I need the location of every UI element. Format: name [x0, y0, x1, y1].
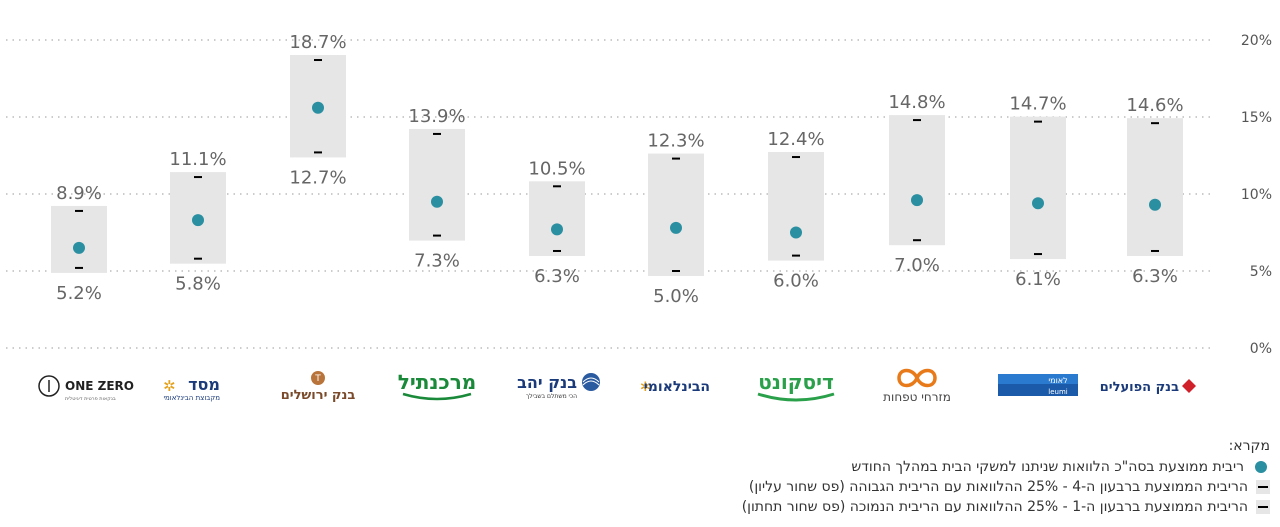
range-chart: 0% 5% 10% 15% 20% 8.9% 5.2% 11.1% 5.8% 18.7% 12.7…	[6, 32, 1272, 404]
average-dot	[790, 226, 802, 239]
mercantile-main: מרכנתיל	[398, 370, 477, 394]
y-tick-label: 5%	[1250, 264, 1272, 280]
average-dot	[670, 221, 682, 234]
high-value-label: 11.1%	[169, 149, 226, 170]
low-value-label: 6.3%	[1132, 266, 1178, 287]
legend-label-q4: הריבית הממוצעת ברבעון ה-4 - 25% ההלוואות…	[748, 479, 1248, 495]
svg-text:✲: ✲	[163, 377, 176, 395]
high-value-label: 13.9%	[408, 106, 465, 127]
leumi-main: לאומי	[1048, 376, 1067, 385]
low-value-label: 6.3%	[534, 266, 580, 287]
leumi-logo: לאומי leumi	[998, 374, 1078, 396]
average-dot	[431, 195, 443, 208]
yahav-main: בנק יהב	[517, 373, 577, 392]
legend: מקרא: ריבית ממוצעת בסה"כ הלוואות שניתנו …	[742, 438, 1270, 517]
low-value-label: 6.0%	[773, 271, 819, 292]
discount-main: דיסקונט	[758, 370, 833, 394]
range-band	[529, 181, 585, 256]
range-band	[1127, 118, 1183, 256]
high-value-label: 8.9%	[56, 183, 102, 204]
masad-main: מסד	[188, 375, 220, 394]
low-value-label: 7.3%	[414, 251, 460, 272]
bar-icon	[1256, 480, 1270, 494]
average-dot	[1149, 198, 1161, 211]
legend-label-average: ריבית ממוצעת בסה"כ הלוואות שניתנו למשקי …	[851, 459, 1244, 475]
high-value-label: 12.3%	[647, 131, 704, 152]
mercantile-logo: מרכנתיל	[398, 370, 477, 401]
y-tick-label: 10%	[1241, 187, 1272, 203]
high-value-label: 18.7%	[289, 32, 346, 53]
range-band	[51, 205, 107, 273]
range-band	[648, 153, 704, 276]
low-value-label: 12.7%	[289, 167, 346, 188]
average-dot	[73, 241, 85, 254]
bar-icon	[1256, 500, 1270, 514]
svg-text:✲: ✲	[640, 380, 651, 395]
jerusalem-logo: T בנק ירושלים	[281, 371, 356, 403]
masad-sub: מקבוצת הבינלאומי	[163, 394, 220, 402]
hapoalim-main: בנק הפועלים	[1100, 380, 1179, 395]
low-value-label: 5.0%	[653, 286, 699, 307]
average-dot	[551, 223, 563, 236]
onezero-main: ONE ZERO	[65, 379, 134, 393]
y-tick-label: 20%	[1241, 33, 1272, 49]
mizrahi-main: מזרחי טפחות	[883, 390, 951, 404]
onezero-sub: בנקאות פרטית דיגיטלית	[65, 396, 116, 402]
onezero-logo: ONE ZERO בנקאות פרטית דיגיטלית	[38, 375, 134, 402]
range-band	[409, 128, 465, 241]
yahav-sub: הכי משתלם בשבילך	[526, 393, 577, 400]
high-value-label: 14.8%	[888, 92, 945, 113]
high-value-label: 14.6%	[1126, 95, 1183, 116]
legend-title: מקרא:	[1228, 438, 1270, 454]
discount-logo: דיסקונט	[757, 370, 835, 402]
legend-item-q4: הריבית הממוצעת ברבעון ה-4 - 25% ההלוואות…	[742, 477, 1270, 497]
jerusalem-main: בנק ירושלים	[281, 388, 356, 403]
average-dot	[192, 214, 204, 227]
average-dot	[911, 194, 923, 207]
legend-item-q1: הריבית הממוצעת ברבעון ה-1 - 25% ההלוואות…	[742, 497, 1270, 517]
high-value-label: 12.4%	[767, 129, 824, 150]
leumi-sub: leumi	[1048, 388, 1068, 396]
svg-text:T: T	[314, 374, 321, 384]
high-value-label: 14.7%	[1009, 94, 1066, 115]
range-band	[1010, 116, 1066, 260]
hapoalim-logo: בנק הפועלים	[1100, 379, 1196, 395]
legend-label-q1: הריבית הממוצעת ברבעון ה-1 - 25% ההלוואות…	[741, 499, 1248, 515]
dot-icon	[1252, 458, 1270, 476]
legend-item-average: ריבית ממוצעת בסה"כ הלוואות שניתנו למשקי …	[742, 457, 1270, 477]
beinleumi-logo: ✲ הבינלאומי	[640, 379, 710, 395]
range-band	[768, 152, 824, 261]
low-value-label: 5.8%	[175, 274, 221, 295]
y-tick-label: 0%	[1250, 341, 1272, 357]
average-dot	[312, 101, 324, 114]
mizrahi-logo: מזרחי טפחות	[883, 368, 951, 404]
high-value-label: 10.5%	[528, 158, 585, 179]
yahav-logo: בנק יהב הכי משתלם בשבילך	[517, 373, 600, 400]
low-value-label: 6.1%	[1015, 269, 1061, 290]
range-band	[889, 115, 945, 246]
average-dot	[1032, 197, 1044, 210]
y-tick-label: 15%	[1241, 110, 1272, 126]
low-value-label: 7.0%	[894, 255, 940, 276]
low-value-label: 5.2%	[56, 283, 102, 304]
masad-logo: ✲ מסד מקבוצת הבינלאומי	[163, 375, 220, 402]
beinleumi-main: הבינלאומי	[644, 379, 710, 395]
